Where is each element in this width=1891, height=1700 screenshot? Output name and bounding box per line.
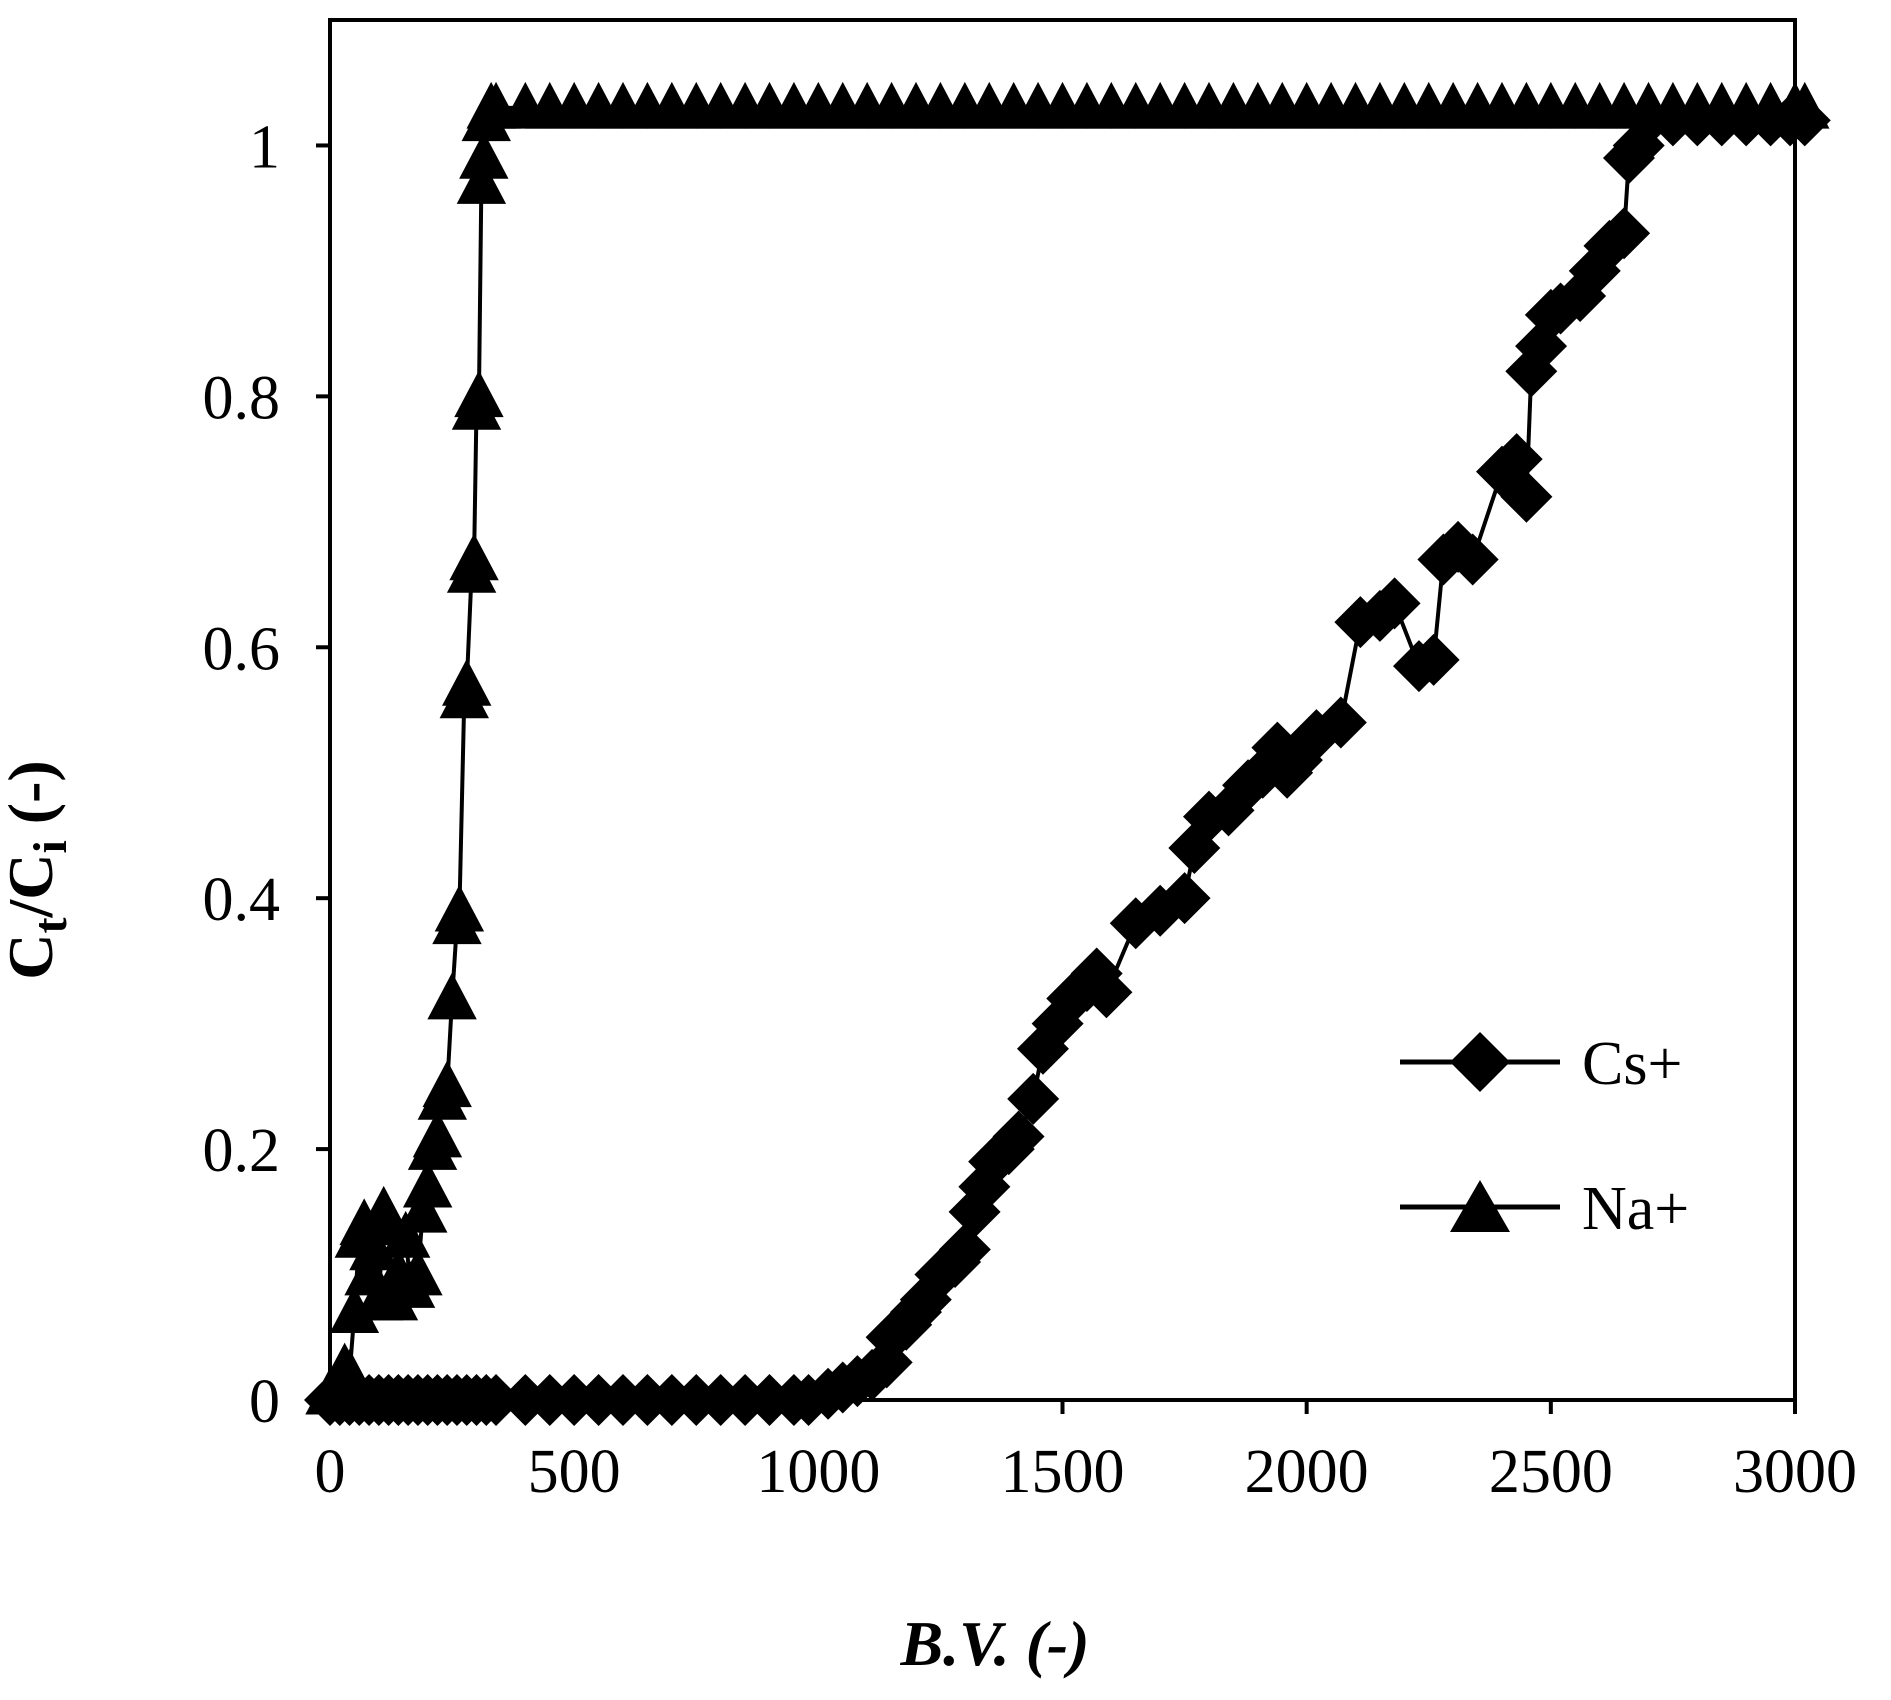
x-tick-label: 2500: [1489, 1438, 1613, 1506]
legend-label-cs: Cs+: [1582, 1030, 1682, 1098]
data-point-diamond: [938, 1223, 991, 1276]
y-tick-label: 1: [249, 113, 280, 181]
data-point-triangle: [329, 1286, 380, 1333]
data-point-diamond: [1080, 966, 1133, 1019]
x-tick-label: 2000: [1245, 1438, 1369, 1506]
y-tick-label: 0.8: [203, 364, 281, 432]
y-axis-title-sub-t: t: [24, 918, 77, 934]
data-point-triangle: [422, 1060, 472, 1108]
x-tick-label: 1500: [1001, 1438, 1125, 1506]
data-point-triangle: [459, 132, 509, 179]
data-point-triangle: [449, 533, 499, 581]
y-axis-title-main: C: [0, 934, 66, 980]
data-point-diamond: [1407, 633, 1460, 686]
y-axis-title: Ct/Ci (-): [0, 760, 77, 979]
data-point-triangle: [398, 1185, 448, 1233]
data-point-diamond: [1158, 872, 1211, 925]
data-point-triangle: [454, 370, 504, 418]
x-tick-label: 1000: [756, 1438, 880, 1506]
data-point-triangle: [393, 1248, 443, 1296]
data-point-diamond: [1598, 207, 1651, 260]
legend-label-na: Na+: [1582, 1175, 1689, 1243]
data-point-diamond: [992, 1110, 1045, 1163]
data-point-triangle: [434, 884, 485, 932]
y-tick-label: 0.2: [203, 1117, 281, 1185]
y-axis-title-mid: /C: [0, 854, 66, 919]
data-point-triangle: [402, 1160, 453, 1208]
y-axis-title-sub-i: i: [24, 840, 77, 853]
data-point-diamond: [1446, 533, 1499, 586]
data-point-diamond: [1500, 470, 1553, 523]
y-axis-title-tail: (-): [0, 760, 66, 840]
y-tick-label: 0.4: [203, 866, 281, 934]
y-tick-label: 0.6: [203, 615, 281, 683]
data-point-triangle: [442, 658, 492, 706]
legend-marker-cs-diamond-icon: [1450, 1032, 1510, 1092]
y-tick-label: 0: [249, 1368, 280, 1436]
data-point-triangle: [1780, 81, 1830, 129]
x-tick-label: 0: [315, 1438, 346, 1506]
series-na: [305, 81, 1830, 1415]
x-tick-label: 3000: [1733, 1438, 1857, 1506]
data-point-triangle: [349, 1223, 399, 1271]
x-axis-title: B.V. (-): [899, 1608, 1089, 1679]
data-point-triangle: [380, 1210, 431, 1258]
data-point-diamond: [1490, 433, 1543, 486]
x-tick-label: 500: [528, 1438, 621, 1506]
data-point-triangle: [456, 157, 507, 204]
data-point-triangle: [412, 1110, 463, 1158]
data-point-diamond: [1007, 1072, 1060, 1125]
legend: Cs+ Na+: [1400, 1030, 1689, 1243]
legend-marker-na-triangle-icon: [1450, 1180, 1510, 1232]
data-point-diamond: [1314, 696, 1367, 749]
data-point-triangle: [324, 1348, 375, 1396]
data-point-triangle: [427, 972, 477, 1020]
data-point-diamond: [1368, 577, 1421, 630]
